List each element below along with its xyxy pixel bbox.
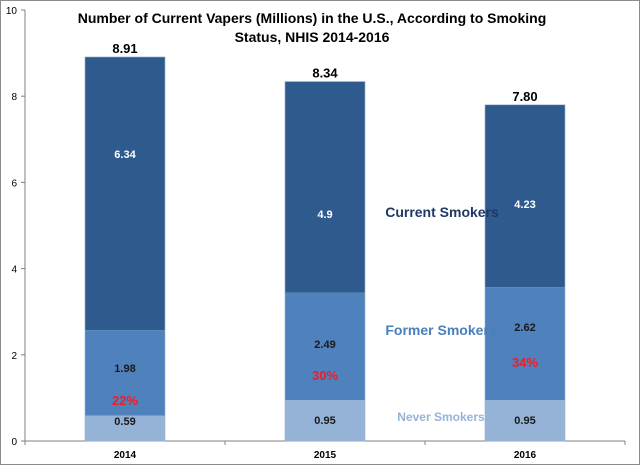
bar-segment	[285, 292, 365, 401]
y-tick-label: 2	[11, 351, 17, 362]
bar-segment	[485, 400, 565, 441]
data-label: 0.59	[114, 416, 135, 428]
bar-segment	[485, 104, 565, 288]
former-share-label: 30%	[312, 368, 338, 383]
x-tick-label: 2014	[114, 450, 137, 461]
total-label: 8.34	[312, 66, 338, 81]
bar-segment	[85, 415, 165, 441]
data-label: 2.62	[514, 322, 535, 334]
data-label: 0.95	[314, 415, 335, 427]
labels: 0.59 1.98 6.34 8.91 0.95 2.49 4.9 8.34 0.95 2.62 4…	[112, 41, 538, 428]
data-label: 0.95	[514, 415, 535, 427]
y-tick-label: 6	[11, 178, 17, 189]
bar-outline	[484, 104, 566, 442]
former-share-label: 22%	[112, 393, 138, 408]
bar-segment	[85, 330, 165, 416]
total-label: 8.91	[112, 41, 137, 56]
current-smokers-label: Current Smokers	[385, 204, 499, 220]
bar-segment	[85, 56, 165, 331]
y-tick-label: 8	[11, 92, 17, 103]
bar-segment	[285, 81, 365, 293]
bars	[84, 56, 566, 442]
chart-title-line-2: Status, NHIS 2014-2016	[235, 29, 390, 45]
x-tick-label: 2015	[314, 450, 337, 461]
data-label: 6.34	[114, 149, 136, 161]
y-tick-label: 10	[6, 6, 18, 17]
former-smokers-label: Former Smokers	[385, 322, 496, 338]
chart-title-line-1: Number of Current Vapers (Millions) in t…	[78, 10, 547, 26]
total-label: 7.80	[512, 89, 537, 104]
bar-outline	[284, 81, 366, 442]
bar-segment	[485, 287, 565, 401]
y-tick-label: 0	[11, 437, 17, 448]
data-label: 2.49	[314, 339, 335, 351]
data-label: 4.9	[317, 209, 332, 221]
y-tick-label: 4	[11, 265, 17, 276]
data-label: 4.23	[514, 199, 535, 211]
data-label: 1.98	[114, 363, 135, 375]
never-smokers-label: Never Smokers	[397, 410, 485, 424]
bar-outline	[84, 56, 166, 442]
former-share-label: 34%	[512, 355, 538, 370]
bar-segment	[285, 400, 365, 441]
x-tick-label: 2016	[514, 450, 537, 461]
